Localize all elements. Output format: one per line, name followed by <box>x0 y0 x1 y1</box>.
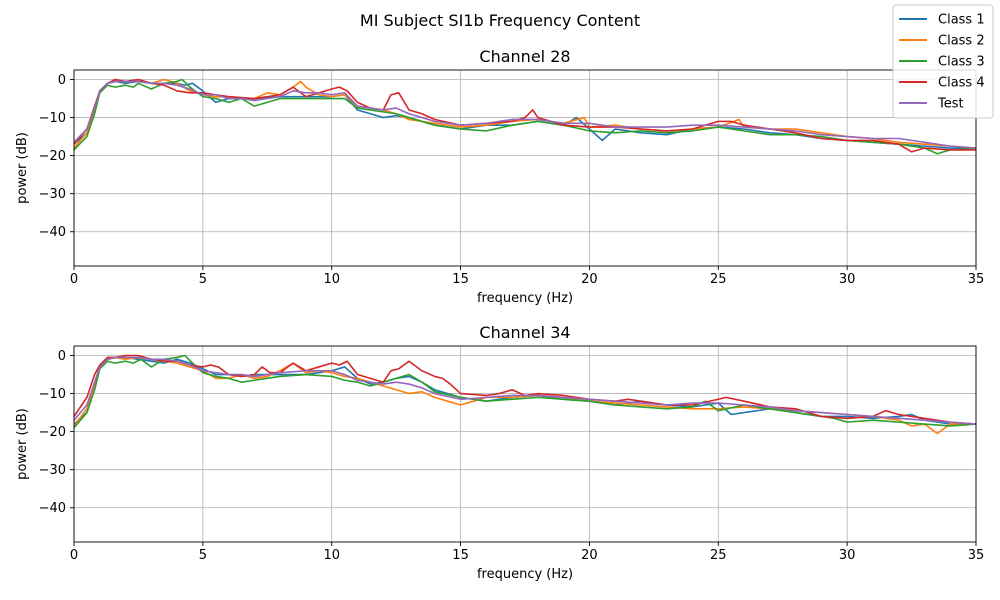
legend-label-test: Test <box>937 97 964 112</box>
ch0-ylabel: power (dB) <box>15 132 30 204</box>
ch0-xlabel: frequency (Hz) <box>477 291 573 306</box>
ch0-xtick-label-5: 5 <box>199 272 207 287</box>
ch1-ytick-label--40: −40 <box>39 501 66 516</box>
ch1-xtick-label-5: 5 <box>199 548 207 563</box>
ch0-xtick-label-35: 35 <box>968 272 985 287</box>
ch0-series-class-3 <box>74 78 976 155</box>
subplot-channel-28: 0 5 10 15 20 25 30 35 0 −10 −20 −30 −40 Channel 28 fre… <box>15 47 984 306</box>
ch1-xtick-label-30: 30 <box>839 548 856 563</box>
legend-box <box>892 4 994 119</box>
subplot-channel-34: 0 5 10 15 20 25 30 35 0 −10 −20 −30 −40 Channel 34 fre… <box>15 323 984 582</box>
ch0-series-test <box>74 80 976 149</box>
ch0-xtick-label-15: 15 <box>452 272 469 287</box>
ch0-series-class-1 <box>74 80 976 149</box>
ch1-axes-frame <box>73 345 977 543</box>
ch0-ytick-label--30: −30 <box>39 187 66 202</box>
ch1-xtick-label-20: 20 <box>581 548 598 563</box>
ch0-series-class-2 <box>74 78 976 149</box>
ch1-xtick-label-35: 35 <box>968 548 985 563</box>
ch1-xtick-label-10: 10 <box>323 548 340 563</box>
ch0-xtick-label-20: 20 <box>581 272 598 287</box>
ch1-xtick-label-25: 25 <box>710 548 727 563</box>
ch1-xtick-label-15: 15 <box>452 548 469 563</box>
ch1-series-test <box>74 356 976 425</box>
ch1-ylabel: power (dB) <box>15 408 30 480</box>
ch0-ytick-label-0: 0 <box>58 73 66 88</box>
ch0-xtick-label-10: 10 <box>323 272 340 287</box>
ch1-ytick-label--30: −30 <box>39 463 66 478</box>
ch0-xtick-label-0: 0 <box>70 272 78 287</box>
ch1-ytick-label--10: −10 <box>39 387 66 402</box>
legend-label-class-3: Class 3 <box>938 55 985 70</box>
ch0-ytick-label--40: −40 <box>39 225 66 240</box>
ch1-xtick-label-0: 0 <box>70 548 78 563</box>
legend-label-class-4: Class 4 <box>938 76 985 91</box>
ch1-ytick-label--20: −20 <box>39 425 66 440</box>
ch0-ytick-label--10: −10 <box>39 111 66 126</box>
legend: Class 1 Class 2 Class 3 Class 4 Test <box>892 4 994 119</box>
legend-label-class-1: Class 1 <box>938 13 985 28</box>
ch1-title: Channel 34 <box>479 323 570 342</box>
ch0-xtick-label-25: 25 <box>710 272 727 287</box>
ch0-title: Channel 28 <box>479 47 570 66</box>
ch0-axes-frame <box>73 69 977 267</box>
ch0-series-class-4 <box>74 78 976 153</box>
ch0-ytick-label--20: −20 <box>39 149 66 164</box>
figure-suptitle: MI Subject SI1b Frequency Content <box>360 11 640 30</box>
legend-label-class-2: Class 2 <box>938 34 985 49</box>
ch0-xtick-label-30: 30 <box>839 272 856 287</box>
ch1-xlabel: frequency (Hz) <box>477 567 573 582</box>
ch1-series-class-3 <box>74 354 976 429</box>
ch1-ytick-label-0: 0 <box>58 349 66 364</box>
